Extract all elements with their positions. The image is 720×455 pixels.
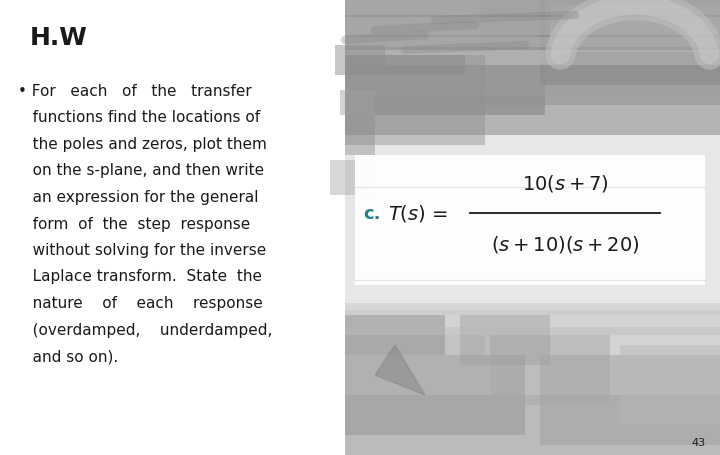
Text: an expression for the general: an expression for the general (18, 190, 258, 205)
Text: 43: 43 (692, 437, 706, 447)
Text: H.W: H.W (30, 26, 88, 50)
Bar (490, 335, 610, 405)
Bar (330, 161, 370, 196)
Bar (345, 335, 485, 395)
Text: functions find the locations of: functions find the locations of (18, 110, 260, 125)
Bar (345, 36, 720, 96)
Text: on the s-plane, and then write: on the s-plane, and then write (18, 163, 264, 178)
Text: and so on).: and so on). (18, 348, 118, 363)
Bar (550, 6, 720, 66)
Polygon shape (375, 345, 425, 395)
Bar (540, 0, 720, 86)
Bar (345, 116, 375, 156)
Text: $(s + 10)(s + 20)$: $(s + 10)(s + 20)$ (491, 233, 639, 254)
Bar (345, 51, 720, 66)
Bar (345, 56, 485, 146)
Bar (345, 56, 465, 76)
Bar (345, 303, 720, 315)
Bar (345, 310, 720, 455)
Bar (560, 53, 720, 71)
Bar (620, 345, 720, 425)
Bar (345, 355, 525, 435)
Text: without solving for the inverse: without solving for the inverse (18, 243, 266, 258)
Bar (345, 0, 545, 116)
Bar (345, 395, 720, 455)
Text: $10(s + 7)$: $10(s + 7)$ (521, 172, 608, 193)
Text: (overdamped,    underdamped,: (overdamped, underdamped, (18, 322, 272, 337)
Bar (345, 0, 720, 136)
Text: form  of  the  step  response: form of the step response (18, 216, 251, 231)
Bar (335, 46, 385, 76)
Bar (460, 315, 550, 365)
Text: • For   each   of   the   transfer: • For each of the transfer (18, 84, 252, 99)
Text: $T(s)$ =: $T(s)$ = (388, 203, 448, 224)
Bar (345, 38, 720, 48)
Bar (480, 0, 720, 106)
Text: the poles and zeros, plot them: the poles and zeros, plot them (18, 136, 267, 152)
Bar (345, 0, 720, 16)
Bar (345, 18, 720, 36)
Bar (345, 0, 720, 455)
Bar (345, 327, 720, 335)
Text: nature    of    each    response: nature of each response (18, 295, 263, 310)
Bar (340, 91, 375, 116)
Text: c.: c. (363, 205, 380, 222)
Bar (345, 315, 445, 355)
Bar (540, 355, 720, 445)
Bar (355, 156, 705, 285)
Text: Laplace transform.  State  the: Laplace transform. State the (18, 269, 262, 284)
